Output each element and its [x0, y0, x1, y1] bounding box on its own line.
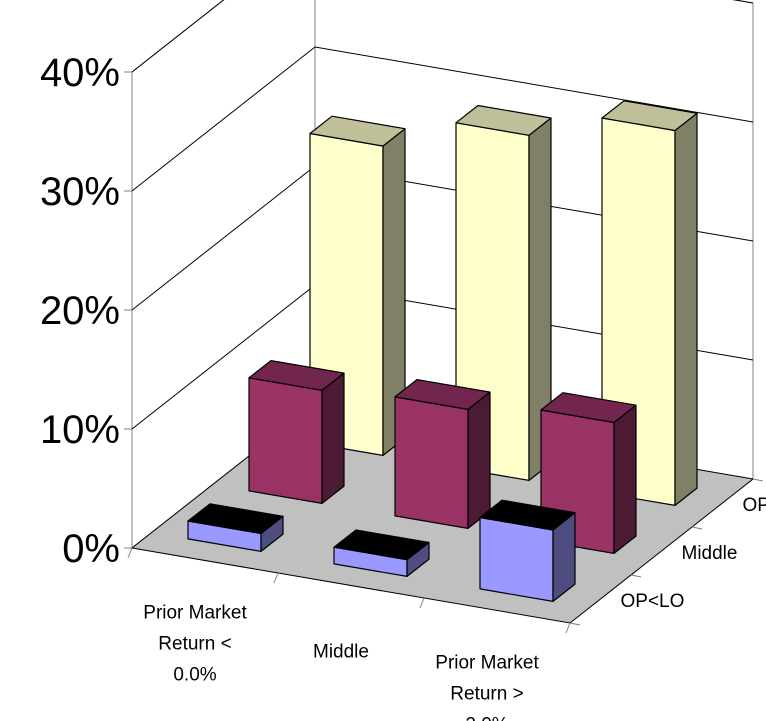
bar-side — [613, 404, 637, 554]
x-tick-mark — [419, 597, 425, 609]
bars — [187, 100, 698, 602]
gridline — [131, 46, 754, 192]
bar-front — [394, 396, 469, 529]
x-axis-categories: Prior Market Return <0.0% Middle Prior Mark… — [127, 547, 571, 721]
bar-side — [321, 372, 345, 504]
depth-axis-series: OP<LO Middle OP>HI — [569, 478, 766, 626]
bar-top — [333, 529, 430, 561]
bar — [187, 503, 284, 552]
x-tick-mark — [127, 547, 133, 559]
y-tick-label: 0% — [62, 527, 120, 571]
x-tick-mark — [273, 572, 279, 584]
series-label: Middle — [682, 543, 738, 564]
category-label: Prior Market Return <0.0% — [143, 603, 247, 686]
bar-top — [601, 100, 698, 132]
series-label: OP>HI — [743, 495, 766, 516]
category-label: Middle — [313, 642, 369, 663]
bar-top — [455, 104, 552, 136]
y-tick-label: 30% — [40, 170, 120, 214]
y-tick-label: 40% — [40, 51, 120, 95]
bar-top — [479, 499, 576, 531]
bar — [333, 529, 430, 577]
depth-tick-mark — [630, 574, 642, 578]
bar-side — [674, 112, 698, 506]
depth-tick-mark — [691, 526, 703, 530]
bar — [479, 499, 576, 602]
bar-front — [479, 516, 554, 602]
depth-tick-mark — [752, 478, 764, 482]
bar — [394, 379, 491, 529]
bar-side — [467, 391, 491, 529]
x-tick-mark — [565, 622, 571, 634]
depth-tick-mark — [569, 622, 581, 626]
bar-front — [248, 377, 323, 504]
bar-top — [187, 503, 284, 535]
y-tick-label: 20% — [40, 289, 120, 333]
series-label: OP<LO — [621, 591, 685, 612]
bar-top — [540, 392, 637, 424]
bar-top — [248, 360, 345, 391]
y-axis-ticks: 0% 10% 20% 30% 40% — [40, 51, 132, 571]
bar-top — [394, 379, 491, 410]
y-tick-label: 10% — [40, 408, 120, 452]
bar-top — [309, 115, 406, 147]
bar — [248, 360, 345, 504]
gridline — [131, 0, 754, 73]
